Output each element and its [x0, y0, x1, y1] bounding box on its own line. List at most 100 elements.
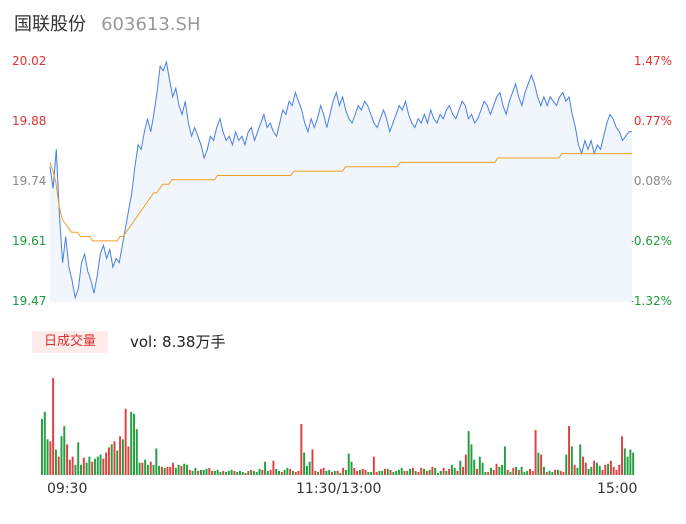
volume-bar	[445, 470, 448, 475]
volume-bar	[487, 471, 490, 475]
volume-bar	[406, 470, 409, 475]
volume-bar	[319, 468, 322, 475]
volume-bar	[425, 470, 428, 475]
volume-bar	[199, 469, 202, 475]
volume-bar	[534, 430, 537, 475]
daily-volume-tab[interactable]: 日成交量	[32, 331, 108, 353]
stock-title: 国联股份 603613.SH	[14, 10, 201, 40]
volume-bar	[239, 470, 241, 475]
volume-bar	[395, 470, 398, 475]
volume-bar	[517, 469, 520, 475]
volume-bar	[102, 458, 105, 475]
volume-bar	[548, 470, 551, 475]
volume-bar	[191, 470, 194, 475]
volume-bar	[80, 464, 82, 475]
volume-bar	[604, 464, 607, 475]
volume-bar	[503, 446, 506, 475]
volume-bar	[186, 464, 188, 475]
volume-bar	[297, 470, 300, 475]
volume-bar	[300, 424, 303, 475]
volume-bar	[342, 467, 345, 475]
volume-bar	[63, 426, 66, 475]
volume-bar	[183, 463, 186, 475]
volume-bar	[222, 470, 225, 475]
volume-bar	[121, 439, 124, 475]
volume-bar	[456, 470, 459, 475]
volume-bar	[506, 469, 509, 475]
price-tick: 19.61	[12, 234, 47, 248]
volume-bar	[495, 463, 498, 475]
volume-bar	[626, 456, 629, 475]
volume-bar	[470, 444, 473, 475]
volume-bar	[431, 466, 434, 475]
volume-bar	[498, 466, 501, 475]
volume-bar	[230, 469, 233, 475]
volume-bar	[138, 462, 141, 475]
volume-bar	[219, 471, 222, 475]
time-tick: 15:00	[597, 481, 638, 497]
volume-bar	[60, 436, 63, 475]
price-lines	[49, 60, 632, 300]
volume-bar	[82, 457, 85, 475]
volume-bar	[105, 452, 108, 475]
volume-bar	[353, 467, 356, 475]
volume-bar	[216, 469, 219, 475]
volume-bar	[130, 411, 133, 475]
volume-bar	[252, 470, 255, 475]
volume-bar	[579, 444, 582, 475]
volume-bar	[57, 456, 60, 475]
volume-bar	[414, 470, 417, 475]
volume-bar	[286, 467, 289, 475]
price-tick: 20.02	[12, 54, 47, 68]
volume-bar	[93, 458, 96, 475]
volume-bar	[113, 441, 116, 475]
volume-bar	[135, 429, 138, 475]
volume-bars	[41, 378, 635, 475]
volume-bar	[110, 444, 113, 475]
volume-bar	[389, 469, 392, 475]
volume-bar	[609, 460, 612, 475]
volume-bar	[576, 467, 579, 475]
volume-bar	[116, 450, 119, 475]
volume-bar	[294, 471, 297, 475]
volume-bar	[484, 471, 487, 475]
volume-bar	[384, 468, 386, 475]
volume-bar	[437, 472, 439, 475]
volume-bar	[264, 461, 267, 475]
volume-bar	[194, 467, 197, 475]
volume-bar	[381, 470, 384, 475]
volume-bar	[107, 447, 110, 475]
volume-bar	[512, 467, 515, 475]
volume-bar	[325, 470, 328, 475]
volume-bar	[205, 468, 208, 475]
volume-bar	[291, 470, 294, 475]
volume-bar	[272, 460, 275, 475]
volume-bar	[172, 462, 175, 475]
volume-bar	[573, 464, 576, 475]
volume-bar	[241, 471, 244, 475]
volume-bar	[202, 469, 205, 475]
volume-bar	[155, 448, 158, 475]
volume-bar	[66, 444, 69, 475]
volume-bar	[590, 466, 593, 475]
volume-bar	[434, 467, 437, 475]
volume-bar	[331, 471, 333, 475]
volume-bar	[124, 408, 127, 475]
volume-bar	[428, 469, 431, 475]
volume-bar	[464, 454, 467, 475]
volume-bar	[565, 454, 568, 475]
volume-bar	[311, 449, 314, 475]
volume-bar	[266, 470, 269, 475]
volume-bar	[280, 471, 283, 475]
volume-bar	[520, 466, 523, 475]
stock-code: 603613.SH	[101, 14, 201, 35]
volume-bar	[322, 467, 325, 475]
volume-bar	[509, 471, 512, 475]
volume-bar	[542, 466, 545, 475]
volume-bar	[141, 462, 144, 475]
volume-bar	[91, 461, 94, 475]
volume-bar	[236, 471, 239, 475]
price-tick: 19.74	[12, 174, 47, 188]
volume-bar	[163, 467, 166, 475]
volume-bar	[607, 463, 610, 475]
